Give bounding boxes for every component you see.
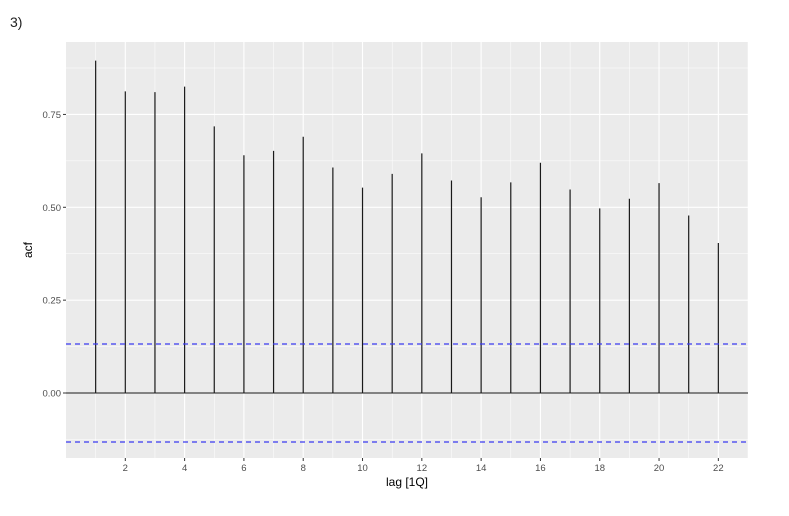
y-axis-ticks: 0.00 0.25 0.50 0.75	[43, 110, 66, 400]
x-axis-title: lag [1Q]	[386, 475, 428, 489]
x-tick-label: 22	[713, 463, 724, 474]
y-tick-label: 0.50	[43, 203, 62, 214]
y-tick-label: 0.75	[43, 110, 62, 121]
x-tick-label: 18	[594, 463, 605, 474]
plot-panel	[66, 42, 748, 458]
figure-label: 3)	[10, 14, 23, 30]
x-tick-label: 16	[535, 463, 546, 474]
x-tick-label: 8	[301, 463, 306, 474]
x-tick-label: 4	[182, 463, 187, 474]
acf-bars	[95, 60, 719, 393]
confidence-bounds	[66, 343, 748, 443]
y-tick-label: 0.00	[43, 389, 62, 400]
x-tick-label: 6	[241, 463, 246, 474]
x-tick-label: 12	[417, 463, 428, 474]
x-tick-label: 20	[654, 463, 665, 474]
x-tick-label: 10	[357, 463, 368, 474]
x-tick-label: 14	[476, 463, 487, 474]
y-tick-label: 0.25	[43, 296, 62, 307]
y-axis-title: acf	[21, 241, 35, 258]
x-axis-ticks: 2 4 6 8 10 12 14 16 18 20 22	[123, 458, 724, 474]
x-tick-label: 2	[123, 463, 128, 474]
